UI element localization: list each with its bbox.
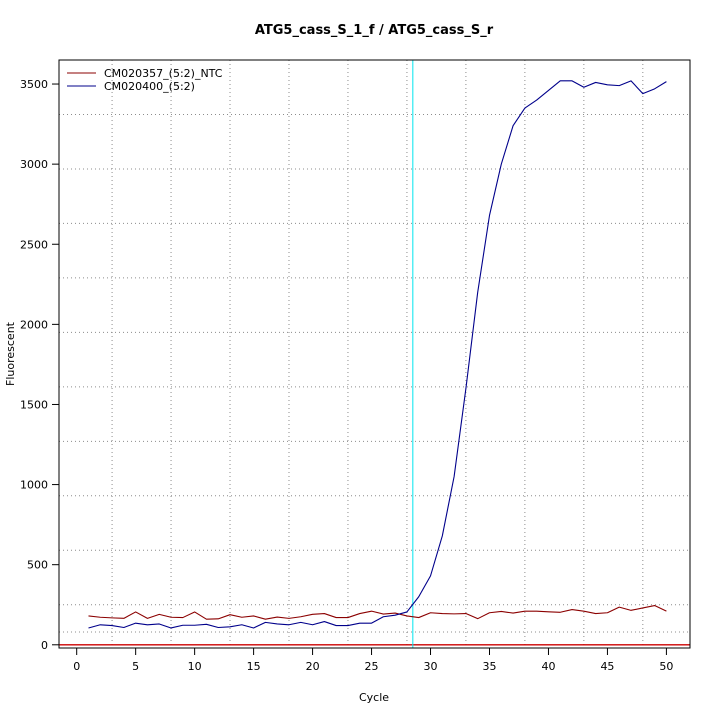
- x-tick-label: 0: [73, 660, 80, 673]
- series-line-2: [88, 80, 667, 629]
- y-tick-label: 1500: [20, 398, 48, 411]
- x-tick-label: 15: [247, 660, 261, 673]
- y-tick-label: 2500: [20, 238, 48, 251]
- x-axis-label: Cycle: [359, 691, 389, 704]
- x-tick-label: 30: [424, 660, 438, 673]
- chart-title: ATG5_cass_S_1_f / ATG5_cass_S_r: [255, 23, 494, 38]
- y-tick-label: 3500: [20, 78, 48, 91]
- x-tick-label: 50: [659, 660, 673, 673]
- legend-label-2: CM020400_(5:2): [104, 80, 195, 93]
- x-tick-label: 40: [541, 660, 555, 673]
- x-tick-label: 20: [306, 660, 320, 673]
- y-tick-label: 0: [41, 639, 48, 652]
- x-tick-label: 5: [132, 660, 139, 673]
- axis-layer: 0 5 10 15 20 25 30 35 40 45 5005001000150020002500…: [20, 78, 673, 673]
- y-tick-label: 2000: [20, 318, 48, 331]
- plot-border: [58, 59, 691, 649]
- x-tick-label: 25: [365, 660, 379, 673]
- threshold-layer: [59, 60, 690, 648]
- y-tick-label: 3000: [20, 158, 48, 171]
- x-tick-label: 45: [600, 660, 614, 673]
- x-tick-label: 35: [482, 660, 496, 673]
- y-axis-label: Fluorescent: [4, 321, 17, 386]
- y-tick-label: 1000: [20, 479, 48, 492]
- x-tick-label: 10: [188, 660, 202, 673]
- y-tick-label: 500: [27, 559, 48, 572]
- legend-label-1: CM020357_(5:2)_NTC: [104, 67, 223, 80]
- grid-layer: [59, 59, 690, 648]
- series-line-1: [88, 604, 667, 620]
- series-layer: [88, 80, 667, 629]
